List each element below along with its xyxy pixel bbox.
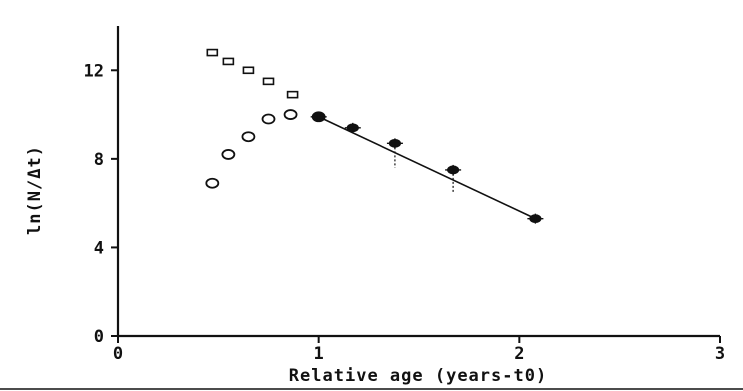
data-point-square [242,66,255,75]
data-point-circle [261,113,276,125]
data-point-square [262,77,275,86]
y-axis-label: ln(N/Δt) [25,145,45,235]
axes [116,26,720,338]
fit-line [318,116,536,220]
y-tick-label: 4 [94,238,104,258]
x-tick-label: 0 [113,344,123,364]
y-tick-label: 0 [94,327,104,347]
data-point-star [445,164,462,175]
error-bars [394,143,454,193]
data-point-circle [241,131,256,143]
data-point-star [344,122,361,133]
data-point-square [206,48,219,57]
data-point-circle [221,149,236,160]
x-tick-label: 3 [715,344,725,364]
data-point-circle [205,177,220,189]
y-tick-label: 12 [84,61,104,81]
data-point-star [527,213,544,224]
data-point-star [386,138,403,149]
data-point-star [310,111,327,122]
x-tick-label: 1 [314,344,324,364]
data-point-square [222,57,235,66]
data-marks [205,48,544,224]
fit-line-group [318,116,536,220]
y-tick-label: 8 [94,150,104,170]
x-axis-label: Relative age (years-t0) [289,366,547,386]
x-tick-label: 2 [514,344,524,364]
data-point-square [286,90,299,99]
data-point-circle [283,109,298,120]
